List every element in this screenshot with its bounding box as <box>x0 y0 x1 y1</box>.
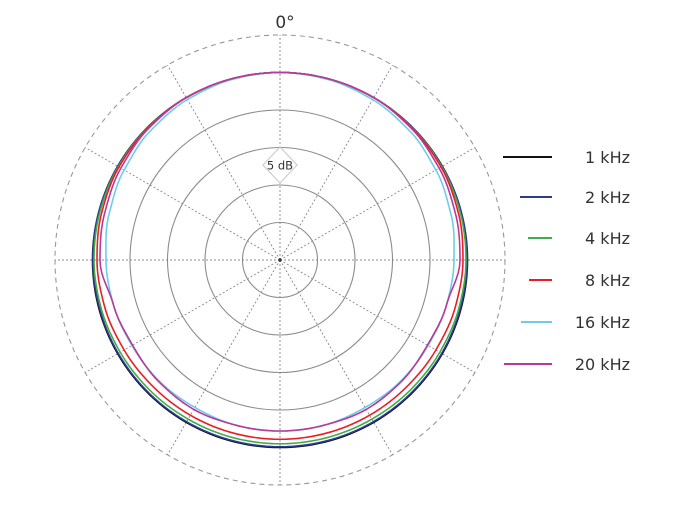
legend-item: 8 kHz <box>529 271 630 290</box>
polar-grid <box>54 34 506 486</box>
grid-ring <box>204 184 356 336</box>
series-curve-8-khz <box>96 71 464 441</box>
legend: 1 kHz 2 kHz 4 kHz 8 kHz 16 kHz 20 kHz <box>503 148 630 374</box>
grid-spoke <box>279 259 393 456</box>
legend-label: 8 kHz <box>585 271 630 290</box>
legend-item: 1 kHz <box>503 148 630 167</box>
legend-item: 4 kHz <box>528 229 630 248</box>
legend-label: 2 kHz <box>585 188 630 207</box>
legend-label: 20 kHz <box>575 355 630 374</box>
legend-label: 16 kHz <box>575 313 630 332</box>
legend-label: 4 kHz <box>585 229 630 248</box>
ring-label: 5 dB <box>262 146 298 184</box>
center-dot <box>278 258 282 262</box>
legend-label: 1 kHz <box>585 148 630 167</box>
series-curve-20-khz <box>99 71 461 432</box>
grid-spoke <box>84 147 281 261</box>
polar-curves <box>91 71 469 449</box>
grid-spoke <box>167 64 281 261</box>
grid-spoke <box>167 259 281 456</box>
legend-item: 2 kHz <box>520 188 630 207</box>
grid-spoke <box>279 64 393 261</box>
grid-spoke <box>279 147 476 261</box>
grid-spoke <box>84 259 281 373</box>
ring-label-text: 5 dB <box>267 159 293 173</box>
legend-item: 20 kHz <box>504 355 630 374</box>
grid-spoke <box>279 259 476 373</box>
angle-label-0: 0° <box>275 13 294 33</box>
legend-item: 16 kHz <box>521 313 630 332</box>
